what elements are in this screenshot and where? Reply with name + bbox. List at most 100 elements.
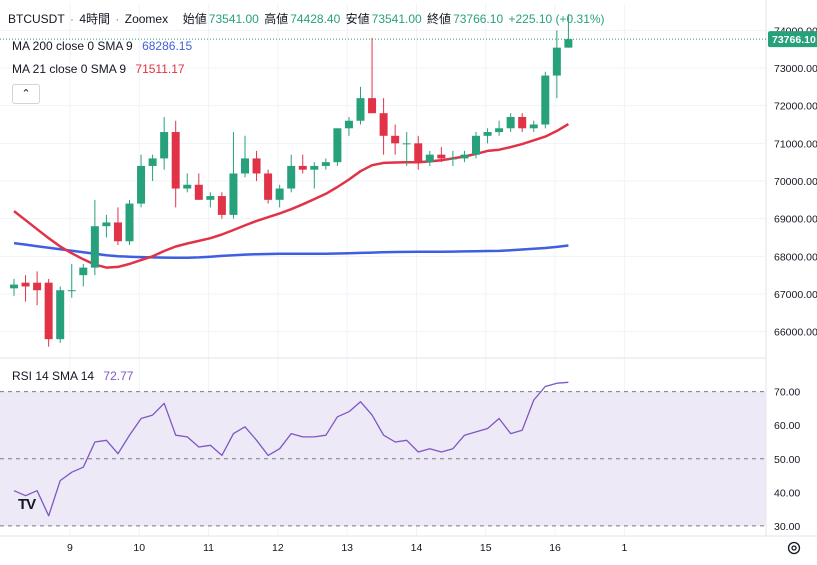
candle-body <box>506 116 515 129</box>
exchange: Zoomex <box>124 12 169 26</box>
candle <box>90 199 99 276</box>
ma21-legend[interactable]: MA 21 close 0 SMA 9 71511.17 <box>12 62 187 76</box>
ma21-value: 71511.17 <box>135 62 185 76</box>
x-tick-label: 10 <box>133 542 145 554</box>
ma200-legend[interactable]: MA 200 close 0 SMA 9 68286.15 <box>12 39 194 53</box>
current-price-label: 73766.10 <box>772 34 816 46</box>
candle <box>264 169 273 204</box>
candle <box>56 286 65 343</box>
candle <box>402 132 411 166</box>
rsi-value: 72.77 <box>103 369 134 383</box>
candle <box>113 207 122 246</box>
candle <box>44 278 53 347</box>
x-tick-label: 16 <box>549 542 561 554</box>
gear-icon[interactable] <box>786 540 802 556</box>
candle <box>67 263 76 298</box>
ohlc-header: BTCUSDT · 4時間 · Zoomex 始値 73541.00 高値 7442… <box>8 12 605 26</box>
candle <box>356 86 365 125</box>
candle <box>194 173 203 200</box>
rsi-tick-label: 40.00 <box>774 487 800 499</box>
candle-body <box>564 39 573 48</box>
candle-body <box>21 282 30 287</box>
candle <box>541 71 550 129</box>
candle-body <box>44 282 53 340</box>
rsi-line <box>13 381 569 517</box>
candle-body <box>90 226 99 268</box>
candle <box>160 116 169 170</box>
ma200-line <box>13 241 569 260</box>
symbol: BTCUSDT <box>8 12 65 26</box>
candle-body <box>518 116 527 129</box>
ma200-value: 68286.15 <box>142 39 193 53</box>
rsi-tick-label: 60.00 <box>774 420 800 432</box>
price-tick-label: 71000.00 <box>774 138 817 150</box>
candle-body <box>425 154 434 163</box>
candle-body <box>125 203 134 242</box>
candle-body <box>448 158 457 160</box>
tradingview-logo-icon: TV <box>18 496 36 513</box>
candle <box>148 154 157 181</box>
candle <box>102 214 111 238</box>
candle <box>564 14 573 48</box>
candle <box>79 263 88 287</box>
candle-body <box>56 290 65 340</box>
candle-body <box>252 158 261 174</box>
ma200-label: MA 200 close 0 SMA 9 <box>12 39 133 53</box>
candle <box>460 150 469 163</box>
candle-body <box>437 154 446 159</box>
candle <box>241 135 249 178</box>
x-tick-label: 12 <box>272 542 284 554</box>
collapse-legend-button[interactable]: ⌃ <box>12 84 40 104</box>
candle <box>437 147 446 163</box>
candle <box>344 116 353 136</box>
candle-body <box>33 282 42 291</box>
candle-body <box>67 290 76 292</box>
candle-body <box>10 284 18 289</box>
candle <box>171 120 180 208</box>
rsi-legend[interactable]: RSI 14 SMA 14 72.77 <box>12 369 135 383</box>
candle-body <box>379 113 388 136</box>
candle-body <box>552 47 561 76</box>
candle <box>529 120 538 133</box>
candle <box>252 150 261 181</box>
candle <box>552 30 561 99</box>
candle <box>33 271 42 306</box>
candle-body <box>137 165 146 204</box>
candle <box>448 150 457 166</box>
candle <box>321 158 330 170</box>
candle-body <box>333 128 342 163</box>
rsi-tick-label: 30.00 <box>774 521 800 533</box>
candle <box>379 98 388 155</box>
close-value: 73766.10 <box>453 12 504 26</box>
price-tick-label: 66000.00 <box>774 327 817 339</box>
candle-body <box>241 158 249 174</box>
candle-body <box>356 98 365 121</box>
candle-body <box>113 222 122 242</box>
candle-body <box>460 154 469 159</box>
candle <box>287 154 296 193</box>
rsi-band <box>0 391 766 526</box>
x-tick-label: 9 <box>67 542 73 554</box>
open-value: 73541.00 <box>208 12 259 26</box>
candle <box>206 192 215 208</box>
candle-body <box>217 196 226 215</box>
candle <box>414 135 423 170</box>
candle-body <box>402 143 411 145</box>
candle-body <box>287 165 296 189</box>
price-tick-label: 73000.00 <box>774 63 817 75</box>
rsi-label: RSI 14 SMA 14 <box>12 369 95 383</box>
candle <box>10 278 18 296</box>
candle-body <box>541 75 550 125</box>
interval: 4時間 <box>79 12 111 26</box>
candle <box>21 275 30 302</box>
candle <box>275 184 284 208</box>
candle-body <box>472 135 480 155</box>
candle <box>472 132 480 159</box>
candle-body <box>264 173 273 200</box>
candle <box>368 37 377 114</box>
x-tick-label: 11 <box>203 542 214 554</box>
candle <box>125 199 134 246</box>
candle-body <box>171 132 180 189</box>
